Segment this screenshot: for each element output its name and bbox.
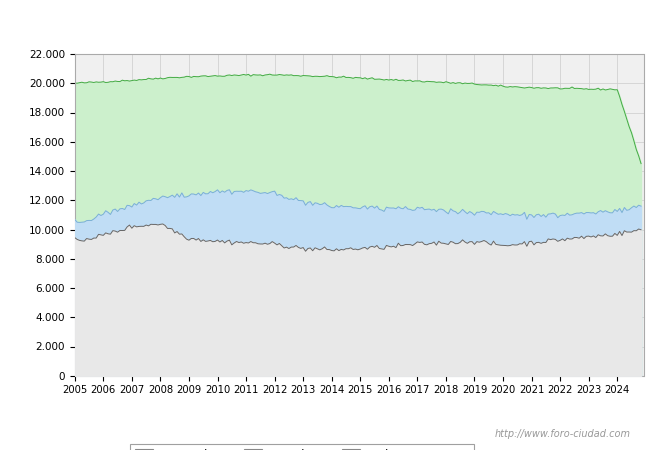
Legend: Ocupados, Parados, Hab. entre 16-64: Ocupados, Parados, Hab. entre 16-64: [130, 444, 474, 450]
Text: http://www.foro-ciudad.com: http://www.foro-ciudad.com: [495, 429, 630, 439]
Text: Carballo - Evolucion de la poblacion en edad de Trabajar Noviembre de 2024: Carballo - Evolucion de la poblacion en …: [69, 17, 581, 30]
